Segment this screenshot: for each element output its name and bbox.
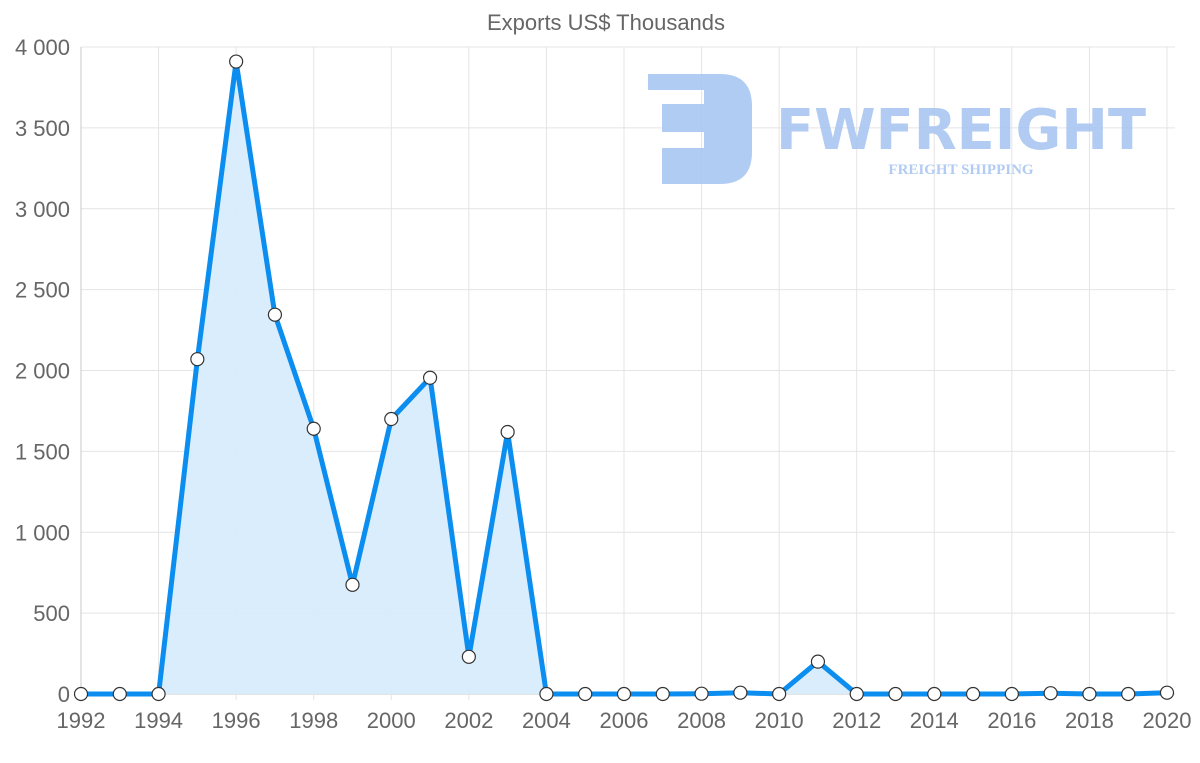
data-point[interactable] (578, 686, 593, 702)
data-point[interactable] (267, 307, 283, 322)
x-tick-label: 2002 (444, 708, 493, 733)
y-tick-label: 1 500 (15, 439, 70, 464)
data-point[interactable] (616, 686, 632, 702)
data-point[interactable] (190, 352, 205, 367)
watermark-tagline: FREIGHT SHIPPING (888, 162, 1033, 178)
x-tick-label: 2020 (1143, 708, 1192, 733)
y-tick-label: 0 (58, 682, 70, 707)
data-point[interactable] (345, 577, 360, 592)
x-tick-label: 1992 (57, 708, 106, 733)
data-point[interactable] (1043, 686, 1058, 701)
data-point[interactable] (306, 421, 321, 436)
x-tick-label: 2004 (522, 708, 571, 733)
data-point[interactable] (384, 411, 399, 427)
data-point[interactable] (229, 54, 244, 69)
watermark-logo: FWFREIGHT FREIGHT SHIPPING (648, 74, 1146, 184)
y-tick-label: 2 000 (15, 359, 70, 384)
data-point[interactable] (810, 654, 826, 669)
x-tick-label: 2008 (677, 708, 726, 733)
data-point[interactable] (694, 686, 709, 701)
y-tick-label: 1 000 (15, 520, 70, 545)
x-tick-label: 1998 (289, 708, 338, 733)
data-point[interactable] (1121, 686, 1136, 702)
x-tick-label: 2014 (910, 708, 959, 733)
data-point[interactable] (1159, 685, 1175, 700)
y-tick-label: 3 500 (15, 116, 70, 141)
x-tick-label: 2000 (367, 708, 416, 733)
data-point[interactable] (539, 686, 554, 702)
x-axis-ticks: 1992 1994 1996 1998 2000 2002 2004 2006 2008 2010… (57, 708, 1192, 733)
data-point[interactable] (772, 686, 787, 702)
series-exports (73, 54, 1175, 702)
x-tick-label: 2010 (755, 708, 804, 733)
y-tick-label: 500 (33, 601, 70, 626)
x-tick-label: 2012 (832, 708, 881, 733)
area-fill (81, 61, 1167, 695)
data-point[interactable] (461, 649, 476, 664)
data-point[interactable] (888, 686, 903, 702)
y-axis-ticks: 0 500 1 000 1 500 2 000 2 500 3 000 3 500 4 000 (15, 35, 70, 707)
chart-title: Exports US$ Thousands (487, 10, 725, 35)
data-point[interactable] (1004, 686, 1019, 702)
y-tick-label: 3 000 (15, 197, 70, 222)
data-point[interactable] (73, 686, 89, 702)
fw-logo-icon (648, 74, 752, 184)
watermark-brand: FWFREIGHT (776, 98, 1146, 163)
y-tick-label: 4 000 (15, 35, 70, 60)
x-tick-label: 2006 (600, 708, 649, 733)
x-tick-label: 2016 (987, 708, 1036, 733)
data-point[interactable] (849, 686, 864, 702)
y-tick-label: 2 500 (15, 278, 70, 303)
data-point[interactable] (151, 686, 166, 702)
x-tick-label: 2018 (1065, 708, 1114, 733)
data-point[interactable] (965, 686, 981, 702)
data-point[interactable] (733, 685, 748, 700)
data-point[interactable] (112, 686, 127, 702)
data-point[interactable] (422, 370, 438, 385)
x-tick-label: 1996 (212, 708, 261, 733)
data-point[interactable] (1082, 686, 1097, 702)
data-point[interactable] (500, 424, 515, 440)
data-point[interactable] (927, 686, 942, 702)
data-point[interactable] (655, 686, 670, 702)
x-tick-label: 1994 (134, 708, 183, 733)
